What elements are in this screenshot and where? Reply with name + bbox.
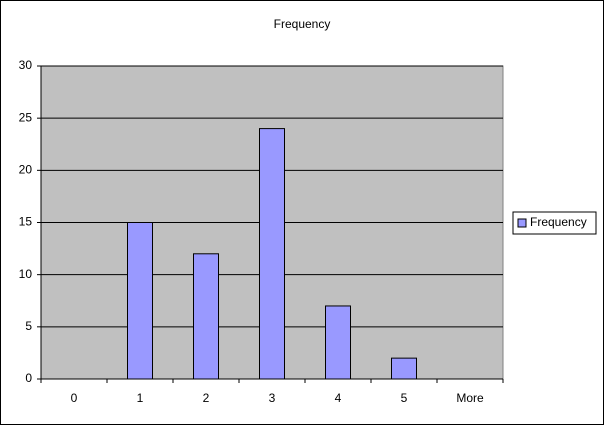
y-tick-label: 0 <box>25 371 32 385</box>
x-tick-label: 2 <box>203 391 210 405</box>
chart-title: Frequency <box>274 17 331 31</box>
x-tick-label: 4 <box>335 391 342 405</box>
legend-swatch <box>517 218 527 228</box>
bar <box>193 253 219 380</box>
x-tick-label: 1 <box>137 391 144 405</box>
y-tick-label: 10 <box>19 267 33 281</box>
y-tick-label: 5 <box>25 319 32 333</box>
y-tick-label: 20 <box>19 163 33 177</box>
bar <box>325 305 351 380</box>
x-tick-label: More <box>456 391 484 405</box>
y-tick-label: 30 <box>19 58 33 72</box>
legend-box <box>512 211 597 235</box>
bar <box>391 357 417 380</box>
legend-label: Frequency <box>530 215 587 229</box>
y-tick-label: 15 <box>19 215 33 229</box>
x-tick-label: 5 <box>401 391 408 405</box>
bar <box>127 222 153 380</box>
x-tick-label: 0 <box>71 391 78 405</box>
x-tick-label: 3 <box>269 391 276 405</box>
bar <box>259 128 285 380</box>
y-tick-label: 25 <box>19 110 33 124</box>
